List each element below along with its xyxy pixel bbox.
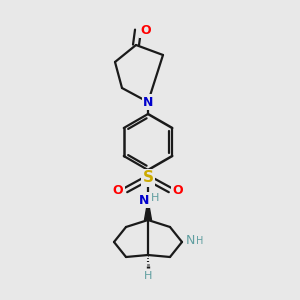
Text: N: N [143, 95, 153, 109]
Text: H: H [196, 236, 204, 246]
Text: H: H [151, 193, 159, 203]
Text: N: N [185, 235, 195, 248]
Text: O: O [173, 184, 183, 196]
Text: H: H [144, 271, 152, 281]
Text: S: S [142, 170, 154, 185]
Text: O: O [113, 184, 123, 196]
Polygon shape [145, 200, 152, 220]
Text: O: O [141, 23, 151, 37]
Text: N: N [139, 194, 149, 206]
